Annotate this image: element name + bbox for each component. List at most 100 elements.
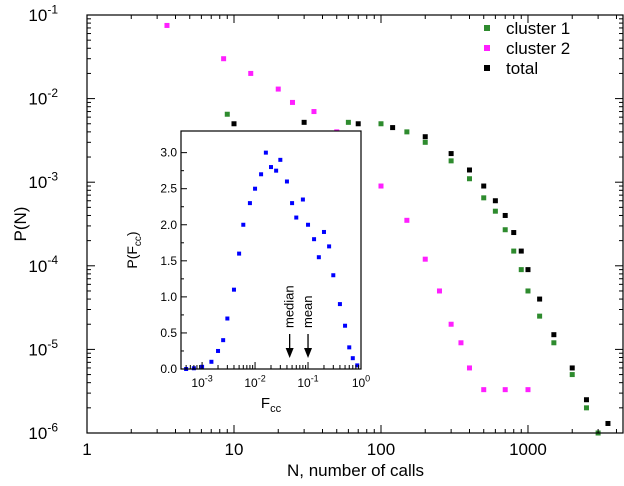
main-data-points bbox=[164, 22, 611, 436]
x-tick-label: 100 bbox=[367, 440, 395, 459]
data-point bbox=[551, 340, 557, 346]
annotation-label: mean bbox=[300, 295, 315, 328]
inset-data-point bbox=[355, 363, 360, 368]
data-point bbox=[378, 183, 384, 189]
data-point bbox=[481, 195, 487, 201]
inset-x-tick-label: 100 bbox=[352, 374, 370, 390]
legend-label: total bbox=[506, 59, 538, 78]
legend-marker bbox=[484, 65, 490, 71]
data-point bbox=[525, 288, 531, 294]
data-point bbox=[502, 212, 508, 218]
y-tick-label: 10-1 bbox=[28, 2, 58, 25]
x-tick-label: 10 bbox=[225, 440, 244, 459]
x-tick-label: 1000 bbox=[509, 440, 547, 459]
y-tick-label: 10-3 bbox=[28, 170, 58, 193]
data-point bbox=[164, 22, 170, 28]
data-point bbox=[518, 248, 524, 254]
data-point bbox=[502, 387, 508, 393]
data-point bbox=[404, 129, 410, 135]
data-point bbox=[458, 340, 464, 346]
data-point bbox=[583, 397, 589, 403]
inset-data-point bbox=[294, 215, 299, 220]
inset-data-point bbox=[316, 255, 321, 260]
inset-data-point bbox=[274, 168, 279, 173]
inset-y-tick-label: 1.0 bbox=[160, 290, 177, 304]
data-point bbox=[224, 111, 230, 117]
data-point bbox=[537, 313, 543, 319]
main-plot-frame bbox=[86, 14, 624, 434]
data-point bbox=[569, 365, 575, 371]
inset-data-point bbox=[216, 348, 221, 353]
data-point bbox=[422, 256, 428, 262]
inset-data-points bbox=[181, 131, 361, 371]
data-point bbox=[248, 70, 254, 76]
inset-series bbox=[184, 150, 360, 371]
y-tick-label: 10-6 bbox=[28, 420, 58, 443]
inset-axes: 10-3 10-2 10-1 100 0.0 0.5 1.0 1.5 2.0 2.5 3.0 Fcc P… bbox=[124, 130, 370, 415]
inset-data-point bbox=[327, 244, 332, 249]
data-point bbox=[492, 198, 498, 204]
inset-data-point bbox=[331, 273, 336, 278]
inset-data-point bbox=[312, 237, 317, 242]
inset-y-axis-label: P(Fcc) bbox=[124, 231, 144, 268]
inset-data-point bbox=[290, 201, 295, 206]
inset-data-point bbox=[350, 356, 355, 361]
inset-data-point bbox=[241, 222, 246, 227]
data-point bbox=[569, 372, 575, 378]
data-point bbox=[448, 158, 454, 164]
y-tick-label: 10-2 bbox=[28, 86, 58, 109]
data-point bbox=[231, 121, 237, 127]
inset-data-point bbox=[253, 186, 258, 191]
data-point bbox=[525, 387, 531, 393]
data-point bbox=[605, 420, 611, 426]
data-point bbox=[466, 176, 472, 182]
data-point bbox=[422, 134, 428, 140]
data-point bbox=[481, 387, 487, 393]
legend-label: cluster 2 bbox=[506, 39, 570, 58]
data-point bbox=[511, 248, 517, 254]
data-point bbox=[311, 109, 317, 115]
inset-y-tick-label: 0.5 bbox=[160, 326, 177, 340]
inset-background bbox=[181, 131, 361, 369]
inset-x-axis-label: Fcc bbox=[261, 395, 282, 415]
data-point bbox=[221, 56, 227, 62]
data-point bbox=[466, 167, 472, 173]
data-point bbox=[301, 119, 307, 125]
data-point bbox=[525, 267, 531, 273]
annotation-label: median bbox=[282, 285, 297, 328]
main-chart: 1 10 100 1000 10-1 10-2 10-3 10-4 10-5 10-6 N, num… bbox=[11, 2, 624, 480]
legend-marker bbox=[484, 45, 490, 51]
inset-data-point bbox=[321, 229, 326, 234]
data-point bbox=[436, 288, 442, 294]
inset-y-tick-label: 2.5 bbox=[160, 182, 177, 196]
inset-data-point bbox=[278, 157, 283, 162]
data-point bbox=[345, 119, 351, 125]
data-point bbox=[518, 267, 524, 273]
annotation-mean: mean bbox=[300, 295, 315, 358]
data-point bbox=[355, 121, 361, 127]
annotation-arrow-head bbox=[285, 348, 294, 358]
inset-data-point bbox=[269, 165, 273, 170]
inset-data-point bbox=[347, 345, 352, 350]
data-point bbox=[492, 208, 498, 214]
legend-marker bbox=[484, 25, 490, 31]
inset-data-point bbox=[221, 338, 226, 343]
data-point bbox=[275, 86, 281, 92]
inset-data-point bbox=[209, 359, 214, 364]
legend-label: cluster 1 bbox=[506, 19, 570, 38]
main-axes: 1 10 100 1000 10-1 10-2 10-3 10-4 10-5 10-6 N, num… bbox=[11, 2, 624, 480]
inset-data-point bbox=[343, 323, 348, 328]
series-total bbox=[231, 119, 611, 426]
data-point bbox=[448, 151, 454, 157]
inset-y-tick-label: 3.0 bbox=[160, 146, 177, 160]
data-point bbox=[466, 365, 472, 371]
data-point bbox=[390, 125, 396, 131]
y-tick-label: 10-5 bbox=[28, 337, 58, 360]
data-point bbox=[289, 99, 295, 105]
inset-data-point bbox=[337, 302, 342, 307]
x-axis-label: N, number of calls bbox=[287, 461, 424, 480]
inset-data-point bbox=[263, 150, 268, 155]
data-point bbox=[448, 321, 454, 327]
